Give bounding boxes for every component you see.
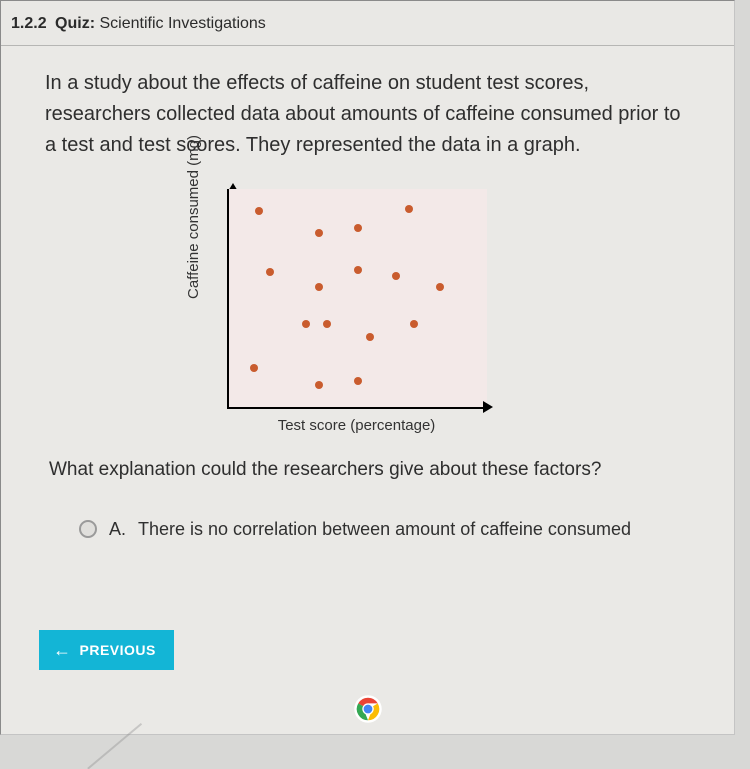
previous-button[interactable]: ← PREVIOUS: [39, 630, 174, 670]
quiz-header: 1.2.2 Quiz: Scientific Investigations: [1, 1, 734, 46]
quiz-label: Quiz:: [55, 15, 95, 32]
scatter-point: [315, 229, 323, 237]
scatter-point: [405, 205, 413, 213]
content-area: In a study about the effects of caffeine…: [1, 46, 734, 550]
scatter-point: [436, 283, 444, 291]
x-axis-arrow-icon: [483, 401, 493, 413]
followup-question: What explanation could the researchers g…: [49, 456, 690, 485]
quiz-page: 1.2.2 Quiz: Scientific Investigations In…: [0, 0, 735, 735]
scatter-point: [410, 320, 418, 328]
scatter-point: [392, 272, 400, 280]
scatter-point: [315, 283, 323, 291]
scatter-point: [354, 377, 362, 385]
option-a[interactable]: A. There is no correlation between amoun…: [79, 519, 690, 540]
option-letter: A.: [109, 519, 126, 540]
scatter-point: [354, 266, 362, 274]
x-axis-label: Test score (percentage): [227, 417, 487, 434]
scatter-point: [255, 207, 263, 215]
scatter-plot-area: [227, 189, 487, 409]
scatter-point: [266, 268, 274, 276]
scatter-chart: Caffeine consumed (mg) Test score (perce…: [203, 189, 533, 434]
y-axis-label: Caffeine consumed (mg): [185, 135, 202, 299]
arrow-left-icon: ←: [53, 643, 72, 657]
scatter-point: [354, 224, 362, 232]
scatter-point: [315, 381, 323, 389]
scatter-point: [366, 333, 374, 341]
question-text: In a study about the effects of caffeine…: [45, 68, 690, 161]
radio-icon[interactable]: [79, 520, 97, 538]
quiz-title: Scientific Investigations: [100, 15, 266, 32]
chrome-icon[interactable]: [353, 694, 383, 724]
scatter-point: [323, 320, 331, 328]
scatter-point: [302, 320, 310, 328]
photo-artifact: [50, 679, 142, 769]
option-text: There is no correlation between amount o…: [138, 519, 631, 540]
previous-label: PREVIOUS: [80, 642, 156, 658]
scatter-point: [250, 364, 258, 372]
section-number: 1.2.2: [11, 15, 47, 32]
